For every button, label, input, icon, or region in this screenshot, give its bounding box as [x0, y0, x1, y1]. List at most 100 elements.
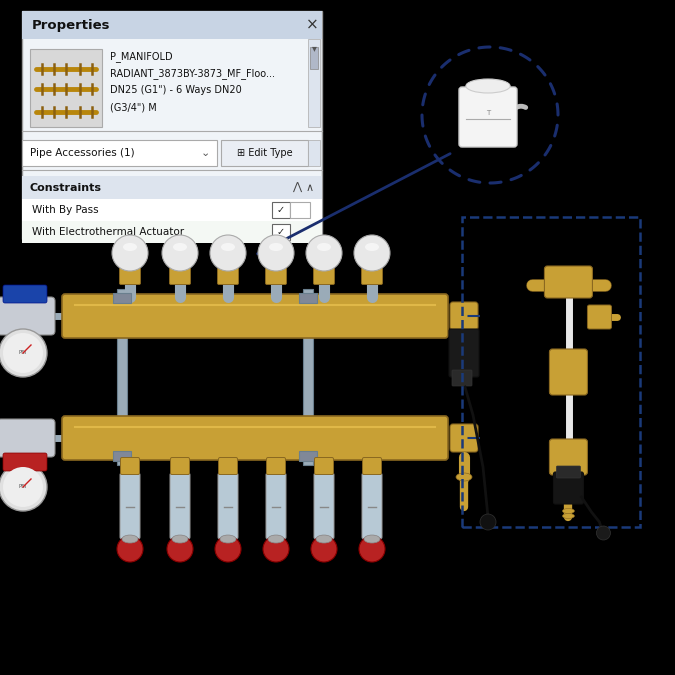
FancyBboxPatch shape — [267, 458, 286, 475]
Bar — [30, 49, 102, 127]
FancyBboxPatch shape — [120, 473, 140, 539]
FancyBboxPatch shape — [450, 424, 478, 452]
Circle shape — [0, 329, 47, 377]
Circle shape — [359, 536, 385, 562]
Bar — [221, 140, 308, 166]
Circle shape — [480, 514, 496, 530]
Circle shape — [117, 536, 143, 562]
Bar — [117, 289, 127, 465]
Circle shape — [354, 235, 390, 271]
Ellipse shape — [122, 535, 138, 543]
Bar — [272, 202, 290, 218]
FancyBboxPatch shape — [545, 266, 593, 298]
Ellipse shape — [172, 535, 188, 543]
Ellipse shape — [316, 535, 332, 543]
Ellipse shape — [123, 243, 137, 251]
Text: (G3/4") M: (G3/4") M — [110, 102, 157, 112]
Text: Pipe Accessories (1): Pipe Accessories (1) — [30, 148, 134, 158]
FancyBboxPatch shape — [313, 267, 335, 284]
FancyBboxPatch shape — [119, 267, 140, 284]
FancyBboxPatch shape — [549, 349, 587, 395]
Ellipse shape — [562, 514, 574, 518]
FancyBboxPatch shape — [362, 267, 383, 284]
Ellipse shape — [364, 535, 380, 543]
FancyBboxPatch shape — [3, 285, 47, 303]
FancyBboxPatch shape — [0, 419, 55, 457]
Circle shape — [162, 235, 198, 271]
FancyBboxPatch shape — [265, 267, 286, 284]
FancyBboxPatch shape — [549, 439, 587, 475]
FancyBboxPatch shape — [218, 473, 238, 539]
Text: RADIANT_3873BY-3873_MF_Floo...: RADIANT_3873BY-3873_MF_Floo... — [110, 68, 275, 79]
Text: T: T — [486, 110, 490, 116]
FancyBboxPatch shape — [314, 473, 334, 539]
Ellipse shape — [365, 243, 379, 251]
FancyBboxPatch shape — [169, 267, 190, 284]
FancyBboxPatch shape — [121, 458, 140, 475]
Ellipse shape — [269, 243, 283, 251]
Ellipse shape — [317, 243, 331, 251]
Circle shape — [210, 235, 246, 271]
Text: ⌄: ⌄ — [200, 148, 210, 158]
Bar — [22, 176, 322, 200]
Text: ×: × — [306, 18, 319, 32]
Text: With Electrothermal Actuator: With Electrothermal Actuator — [32, 227, 184, 237]
Circle shape — [263, 536, 289, 562]
Bar — [22, 199, 322, 221]
Ellipse shape — [466, 79, 510, 93]
Ellipse shape — [221, 243, 235, 251]
Circle shape — [0, 463, 47, 511]
Bar — [303, 289, 313, 465]
FancyBboxPatch shape — [266, 473, 286, 539]
Bar — [299, 293, 317, 303]
Bar — [22, 140, 217, 166]
Text: P_MANIFOLD: P_MANIFOLD — [110, 51, 173, 62]
Bar — [290, 202, 310, 218]
Circle shape — [597, 526, 610, 540]
Circle shape — [3, 467, 43, 507]
FancyBboxPatch shape — [362, 473, 382, 539]
FancyBboxPatch shape — [554, 472, 583, 504]
Bar — [113, 293, 131, 303]
Ellipse shape — [220, 535, 236, 543]
Bar — [299, 451, 317, 461]
Ellipse shape — [456, 473, 472, 481]
FancyBboxPatch shape — [452, 370, 472, 386]
Bar — [272, 224, 290, 240]
Text: ✓: ✓ — [277, 205, 285, 215]
FancyBboxPatch shape — [0, 297, 55, 335]
Bar — [308, 39, 320, 127]
Bar — [462, 217, 640, 527]
Text: DN25 (G1") - 6 Ways DN20: DN25 (G1") - 6 Ways DN20 — [110, 85, 242, 95]
Text: PSI: PSI — [19, 350, 27, 356]
Text: Properties: Properties — [32, 18, 111, 32]
Circle shape — [112, 235, 148, 271]
FancyBboxPatch shape — [556, 466, 580, 478]
Ellipse shape — [268, 535, 284, 543]
Circle shape — [215, 536, 241, 562]
Text: ⋀: ⋀ — [292, 183, 301, 193]
Circle shape — [258, 235, 294, 271]
Bar — [22, 221, 322, 243]
FancyBboxPatch shape — [62, 294, 448, 338]
FancyBboxPatch shape — [459, 87, 517, 147]
FancyBboxPatch shape — [3, 453, 47, 471]
FancyBboxPatch shape — [171, 458, 190, 475]
Text: With By Pass: With By Pass — [32, 205, 99, 215]
Text: ✓: ✓ — [277, 227, 285, 237]
FancyBboxPatch shape — [315, 458, 333, 475]
Text: Constraints: Constraints — [30, 183, 102, 193]
Text: ⊞ Edit Type: ⊞ Edit Type — [237, 148, 292, 158]
FancyBboxPatch shape — [587, 305, 612, 329]
Bar — [308, 140, 320, 166]
Circle shape — [167, 536, 193, 562]
Bar — [310, 47, 318, 69]
Bar — [113, 451, 131, 461]
Text: ∧: ∧ — [306, 183, 314, 193]
FancyBboxPatch shape — [449, 329, 479, 377]
Text: PSI: PSI — [19, 485, 27, 489]
FancyBboxPatch shape — [170, 473, 190, 539]
Bar — [22, 11, 322, 239]
FancyBboxPatch shape — [362, 458, 381, 475]
FancyBboxPatch shape — [62, 416, 448, 460]
